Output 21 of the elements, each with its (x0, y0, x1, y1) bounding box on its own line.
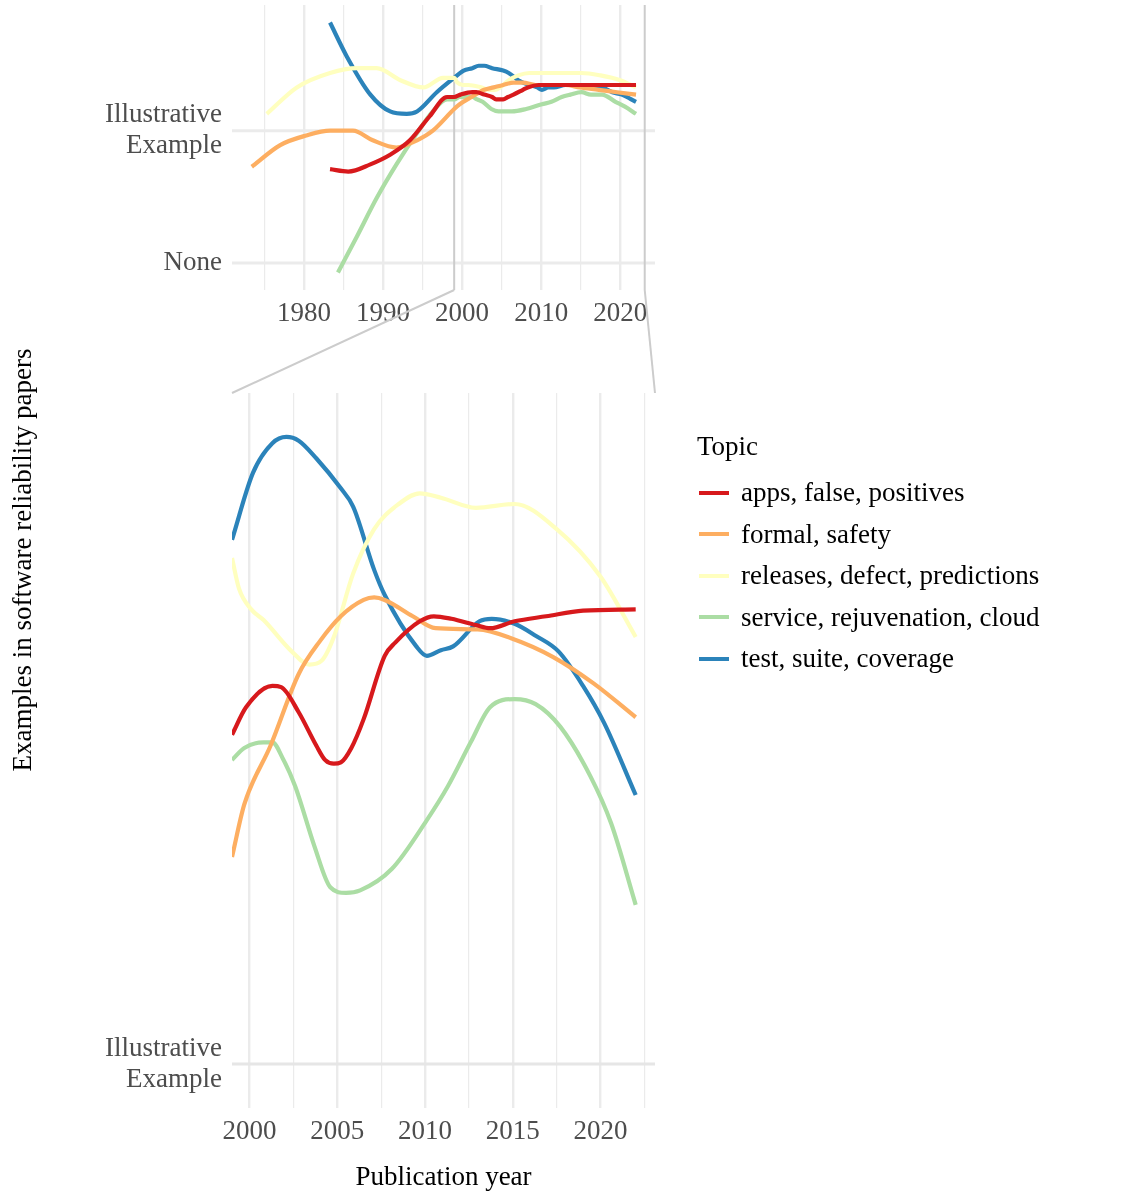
x-tick-label: 2000 (222, 1115, 277, 1146)
legend-title: Topic (697, 431, 760, 462)
x-tick-label: 2000 (435, 297, 490, 328)
x-axis-title: Publication year (354, 1161, 533, 1192)
x-tick-label: 2010 (514, 297, 569, 328)
x-tick-label: 1990 (356, 297, 411, 328)
x-tick-label: 1980 (276, 297, 331, 328)
text: Illustrative Example (105, 1031, 223, 1093)
ref-line-label: Illustrative Example (105, 98, 223, 160)
ref-line-label: None (163, 245, 223, 276)
legend-label: formal, safety (741, 518, 891, 550)
x-tick-label: 2020 (573, 1115, 628, 1146)
x-tick-label: 2005 (310, 1115, 365, 1146)
legend-label: releases, defect, predictions (741, 560, 1040, 592)
x-tick-label: 2015 (485, 1115, 540, 1146)
x-tick-label: 2010 (398, 1115, 453, 1146)
legend-label: test, suite, coverage (741, 643, 954, 675)
x-tick-label: 2020 (593, 297, 648, 328)
y-axis-title: Examples in software reliability papers (6, 348, 38, 772)
legend-label: apps, false, positives (741, 477, 965, 509)
legend-label: service, rejuvenation, cloud (741, 601, 1040, 633)
